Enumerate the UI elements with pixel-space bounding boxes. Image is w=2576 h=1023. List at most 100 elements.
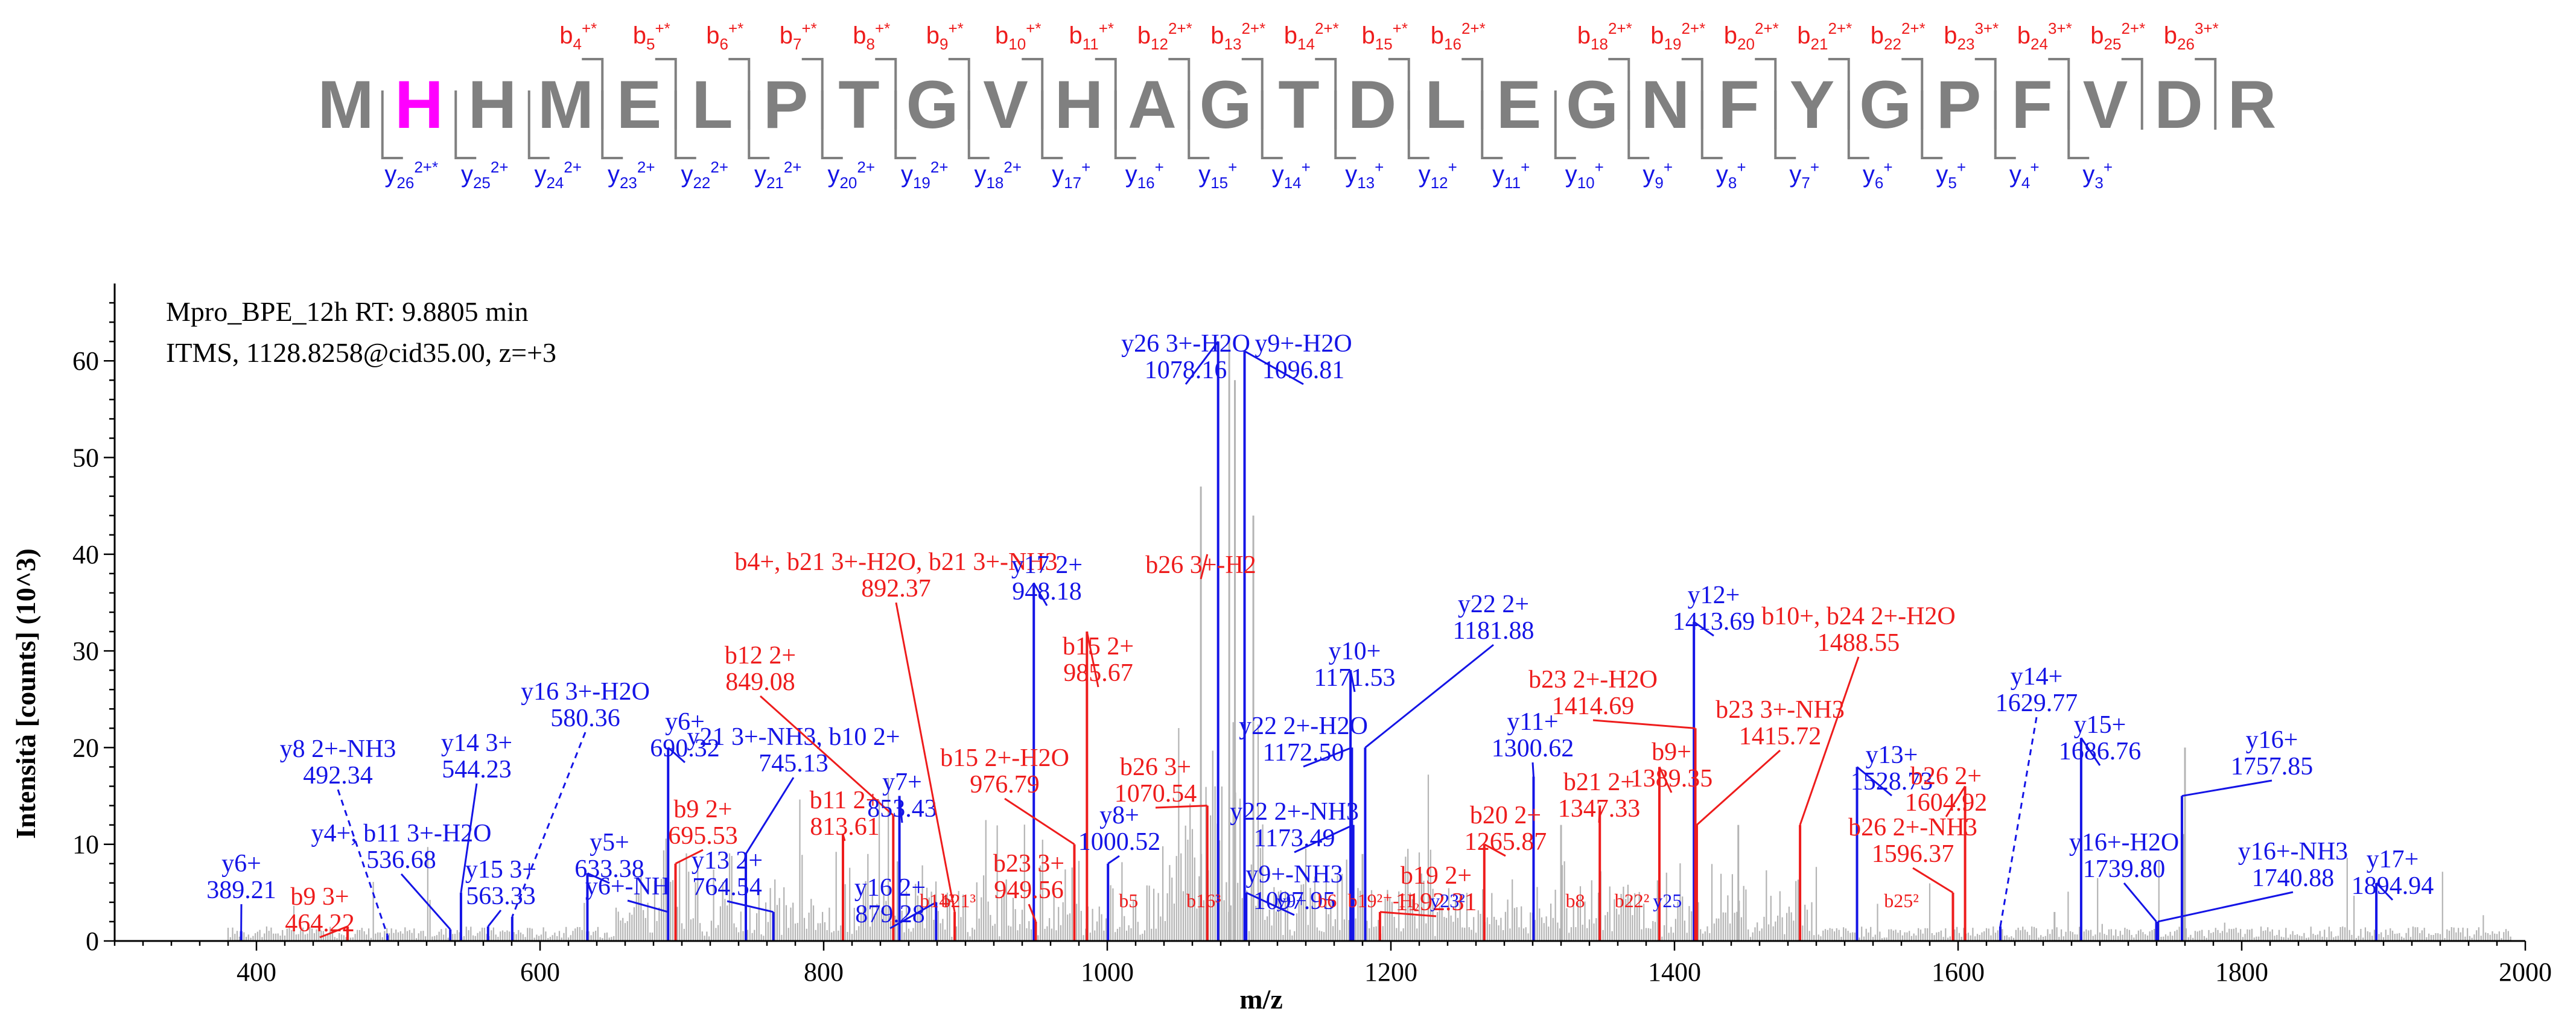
peak-label: b23 3+-NH3 (1716, 696, 1845, 724)
b-ion-label: b10+* (995, 19, 1041, 53)
peak-label: b20 2+ (1470, 802, 1541, 829)
label-leader-line (2376, 882, 2394, 901)
y-ion-bracket (1261, 90, 1283, 159)
small-peak-label: b14² (920, 890, 955, 911)
y-ion-bracket (1041, 90, 1063, 159)
y-ion-bracket (1114, 90, 1136, 159)
residue-15: D (1348, 67, 1397, 142)
label-leader-line (587, 872, 610, 884)
y-ion-bracket (1700, 90, 1723, 159)
y-ion-label: y9+ (1643, 158, 1673, 192)
residue-25: V (2083, 67, 2128, 142)
peak-label: y17+ (2367, 846, 2419, 873)
peak-mz-label: 1300.62 (1492, 735, 1574, 762)
peak-label: y22 2+-H2O (1239, 712, 1368, 740)
label-leader-line (1294, 824, 1354, 854)
x-tick-label: 1600 (1932, 957, 1985, 987)
peak-mz-label: 580.36 (550, 705, 620, 732)
annotated-peaks (240, 341, 2378, 941)
small-peak-label: y25 (1653, 890, 1682, 911)
y-ion-label: y12+ (1419, 158, 1457, 192)
y-ion-label: y242+ (534, 158, 582, 192)
label-leader-line (400, 873, 451, 930)
peak-label: b19 2+ (1401, 862, 1472, 890)
residue-3: H (468, 67, 517, 142)
residue-16: L (1425, 67, 1466, 142)
peak-mz-label: 695.53 (668, 822, 738, 850)
small-peak-label: y9+ (1276, 890, 1306, 911)
peak-label: y16 2+ (854, 874, 926, 902)
peak-mz-label: 813.61 (810, 813, 880, 841)
label-leader-line (898, 796, 903, 823)
residue-24: F (2011, 67, 2052, 142)
label-leader-line (842, 834, 846, 841)
b-ion-label: b212+* (1797, 19, 1852, 53)
small-peak-label: b16³ (1186, 890, 1221, 911)
y-tick-label: 10 (72, 830, 99, 860)
peak-label: b21 2+ (1563, 768, 1635, 796)
label-leader-line (2080, 737, 2101, 766)
unannotated-peaks (227, 722, 2511, 941)
y-ion-label: y5+ (1936, 158, 1966, 192)
label-leader-line (1592, 719, 1696, 729)
ms-spectrum-plot: 400 600 800 1000 1200 1400 1600 1800 2000 0 10 20 30… (72, 283, 2552, 987)
peak-label: y22 2+-NH3 (1230, 798, 1359, 826)
label-leader-line (759, 695, 894, 816)
label-leader-line (460, 783, 478, 893)
y-ion-label: y8+ (1716, 158, 1746, 192)
y-ion-label: y7+ (1789, 158, 1819, 192)
peak-mz-label: 1596.37 (1872, 840, 1954, 868)
peak-mz-label: 389.21 (206, 876, 276, 904)
peak-label: b9+ (1652, 738, 1691, 766)
y-ion-label: y16+ (1125, 158, 1164, 192)
peak-label: y17 2+ (1011, 551, 1083, 579)
label-leader-line (1364, 644, 1494, 749)
label-leader-line (1155, 805, 1207, 809)
peak-mz-label: 544.23 (442, 756, 512, 784)
peak-mz-label: 1070.54 (1115, 780, 1197, 808)
peak-label: y8 2+-NH3 (280, 735, 396, 763)
label-leader-line (1028, 904, 1037, 922)
y-ion-label: y262+* (384, 158, 438, 192)
residue-9: G (906, 67, 958, 142)
peak-mz-label: 1078.16 (1145, 356, 1227, 384)
peak-mz-label: 464.22 (285, 910, 355, 937)
b-ion-label: b142+* (1284, 19, 1339, 53)
label-leader-line (745, 777, 795, 855)
residue-13: G (1199, 67, 1251, 142)
label-leader-line (1349, 670, 1356, 692)
peak-mz-label: 1097.95 (1253, 887, 1336, 915)
label-leader-line (2181, 779, 2272, 797)
y-ion-bracket (381, 90, 403, 159)
small-peak-label: b8 (1566, 890, 1585, 911)
b-ion-label: b132+* (1210, 19, 1265, 53)
b-ion-label: b233+* (1944, 19, 1999, 53)
residue-6: L (692, 67, 733, 142)
y-ion-bracket (1774, 90, 1796, 159)
peak-label: b23 3+ (993, 850, 1064, 878)
peak-mz-label: 1629.77 (1996, 689, 2078, 717)
residue-27: R (2228, 67, 2277, 142)
peak-mz-label: 948.18 (1012, 578, 1082, 606)
small-peak-label: b25² (1884, 890, 1919, 911)
label-leader-line (1945, 785, 1966, 817)
peak-label: y9+-NH3 (1245, 861, 1343, 888)
y-ion-bracket (1921, 90, 1943, 159)
y-ion-bracket (1407, 90, 1430, 159)
residue-5: E (617, 67, 662, 142)
label-leader-line (1658, 766, 1673, 793)
peak-mz-label: 633.38 (574, 855, 644, 883)
peak-label: b10+, b24 2+-H2O (1761, 603, 1956, 630)
residue-22: G (1859, 67, 1912, 142)
y-ion-label: y202+ (827, 158, 875, 192)
label-leader-line (2157, 891, 2294, 923)
x-tick-label: 600 (520, 957, 560, 987)
y-ion-bracket (894, 90, 917, 159)
peak-mz-label: 492.34 (303, 762, 373, 790)
peak-label: y9+-H2O (1255, 330, 1352, 358)
peak-mz-label: 764.54 (692, 873, 762, 901)
peak-mz-label: 563.33 (466, 882, 536, 910)
y-ion-bracket (1188, 90, 1210, 159)
peak-mz-label: 745.13 (758, 750, 828, 778)
